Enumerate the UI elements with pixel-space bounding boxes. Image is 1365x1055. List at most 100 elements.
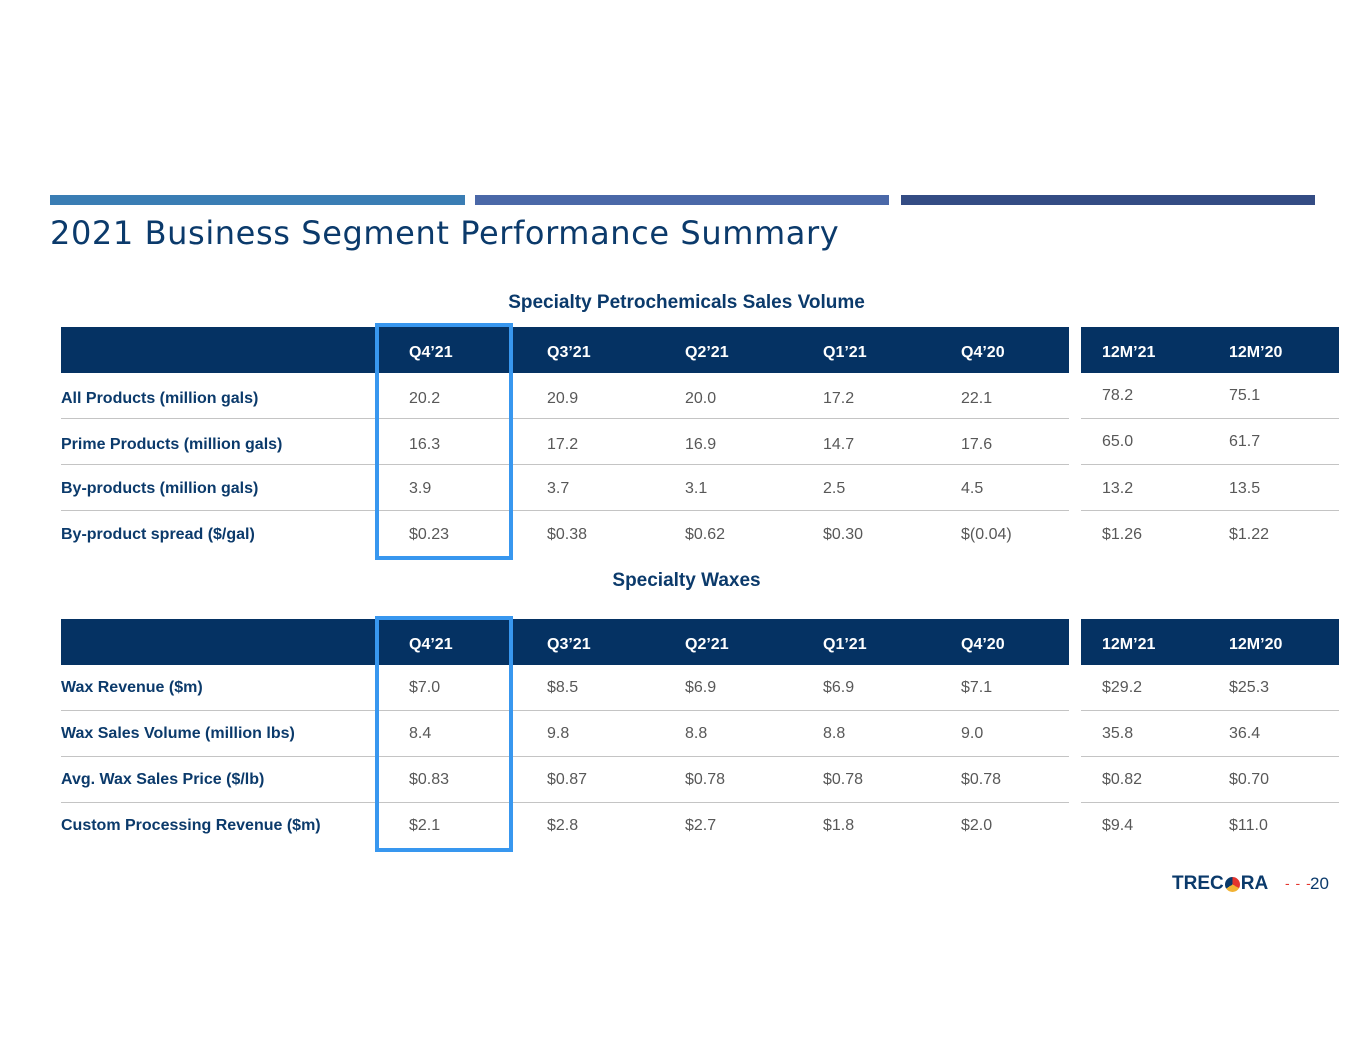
table-cell: $9.4	[1102, 817, 1134, 834]
page-number: 20	[1310, 874, 1329, 893]
header-cell: 12M’21	[1102, 636, 1156, 653]
table-cell: 2.5	[823, 480, 846, 497]
row-label: All Products (million gals)	[61, 390, 259, 407]
header-cell: 12M’20	[1229, 344, 1283, 361]
table-cell: 20.0	[685, 390, 717, 407]
row-divider	[61, 464, 1069, 465]
header-cell: Q4’21	[409, 344, 453, 361]
logo-text-left: TREC	[1172, 873, 1224, 894]
table-row: Wax Revenue ($m) $7.0 $8.5 $6.9 $6.9 $7.…	[61, 665, 1339, 711]
table-cell: 65.0	[1102, 433, 1134, 450]
header-cell: Q2’21	[685, 344, 729, 361]
header-cell: Q4’21	[409, 636, 453, 653]
header-cell: Q3’21	[547, 344, 591, 361]
row-divider	[61, 510, 1069, 511]
table-cell: $0.78	[685, 771, 726, 788]
table-cell: 9.0	[961, 725, 984, 742]
dash-divider: - - -	[1285, 875, 1312, 891]
table-cell: $6.9	[823, 679, 855, 696]
table-cell: 61.7	[1229, 433, 1261, 450]
table-cell: $0.23	[409, 526, 450, 543]
row-divider	[1081, 802, 1339, 803]
current-quarter-highlight	[375, 616, 513, 852]
table-cell: 20.9	[547, 390, 579, 407]
table-cell: $2.7	[685, 817, 717, 834]
table-cell: 17.6	[961, 436, 993, 453]
table-cell: 3.9	[409, 480, 432, 497]
table-cell: $8.5	[547, 679, 579, 696]
table-cell: 75.1	[1229, 387, 1261, 404]
table-cell: 9.8	[547, 725, 570, 742]
quarter-header-row: Q4’21 Q3’21 Q2’21 Q1’21 Q4’20	[61, 327, 1069, 373]
table-cell: 8.4	[409, 725, 432, 742]
table-cell: $0.70	[1229, 771, 1270, 788]
header-cell: Q4’20	[961, 344, 1005, 361]
table-row: Prime Products (million gals) 16.3 17.2 …	[61, 422, 1339, 468]
table-cell: $7.0	[409, 679, 441, 696]
annual-header-row: 12M’21 12M’20	[1081, 327, 1339, 373]
table-row: By-products (million gals) 3.9 3.7 3.1 2…	[61, 466, 1339, 512]
row-divider	[1081, 464, 1339, 465]
row-divider	[61, 418, 1069, 419]
accent-bar-2	[475, 195, 889, 205]
table-cell: 14.7	[823, 436, 855, 453]
row-divider	[1081, 756, 1339, 757]
header-cell: Q1’21	[823, 636, 867, 653]
table-cell: $2.0	[961, 817, 993, 834]
table-row: By-product spread ($/gal) $0.23 $0.38 $0…	[61, 512, 1339, 558]
table-cell: $0.78	[823, 771, 864, 788]
table-cell: 3.1	[685, 480, 708, 497]
row-divider	[1081, 710, 1339, 711]
section-title-waxes: Specialty Waxes	[612, 570, 761, 591]
table-cell: $0.30	[823, 526, 864, 543]
table-cell: 8.8	[823, 725, 846, 742]
current-quarter-highlight	[375, 323, 513, 560]
accent-bar-1	[50, 195, 465, 205]
table-cell: 17.2	[547, 436, 579, 453]
table-cell: $2.8	[547, 817, 579, 834]
table-cell: $7.1	[961, 679, 993, 696]
table-cell: $1.8	[823, 817, 855, 834]
table-cell: $6.9	[685, 679, 717, 696]
table-cell: 13.5	[1229, 480, 1261, 497]
annual-header-row: 12M’21 12M’20	[1081, 619, 1339, 665]
table-row: Avg. Wax Sales Price ($/lb) $0.83 $0.87 …	[61, 757, 1339, 803]
table-cell: 8.8	[685, 725, 708, 742]
table-cell: $0.87	[547, 771, 588, 788]
row-divider	[61, 710, 1069, 711]
table-cell: $0.38	[547, 526, 588, 543]
table-row: Custom Processing Revenue ($m) $2.1 $2.8…	[61, 803, 1339, 849]
table-row: All Products (million gals) 20.2 20.9 20…	[61, 376, 1339, 422]
table-row: Wax Sales Volume (million lbs) 8.4 9.8 8…	[61, 711, 1339, 757]
row-label: Prime Products (million gals)	[61, 436, 283, 453]
table-cell: $0.82	[1102, 771, 1143, 788]
table-cell: 16.3	[409, 436, 441, 453]
accent-bar-3	[901, 195, 1315, 205]
trecora-logo: TREC RA	[1172, 873, 1268, 895]
table-cell: $0.78	[961, 771, 1002, 788]
quarter-header-row: Q4’21 Q3’21 Q2’21 Q1’21 Q4’20	[61, 619, 1069, 665]
table-cell: $0.83	[409, 771, 450, 788]
table-cell: 20.2	[409, 390, 441, 407]
header-cell: Q4’20	[961, 636, 1005, 653]
row-label: Wax Revenue ($m)	[61, 679, 203, 696]
section-title-petrochemicals: Specialty Petrochemicals Sales Volume	[508, 292, 865, 313]
table-cell: $0.62	[685, 526, 726, 543]
table-cell: $25.3	[1229, 679, 1270, 696]
table-cell: $1.26	[1102, 526, 1143, 543]
row-label: Custom Processing Revenue ($m)	[61, 817, 321, 834]
table-cell: 16.9	[685, 436, 717, 453]
table-cell: 22.1	[961, 390, 993, 407]
table-cell: 35.8	[1102, 725, 1134, 742]
header-cell: Q2’21	[685, 636, 729, 653]
row-label: Avg. Wax Sales Price ($/lb)	[61, 771, 265, 788]
header-cell: Q3’21	[547, 636, 591, 653]
table-cell: 17.2	[823, 390, 855, 407]
row-label: By-products (million gals)	[61, 480, 259, 497]
table-cell: 13.2	[1102, 480, 1134, 497]
header-cell: 12M’21	[1102, 344, 1156, 361]
table-cell: 36.4	[1229, 725, 1261, 742]
header-cell: Q1’21	[823, 344, 867, 361]
header-cell: 12M’20	[1229, 636, 1283, 653]
table-cell: $(0.04)	[961, 526, 1012, 543]
